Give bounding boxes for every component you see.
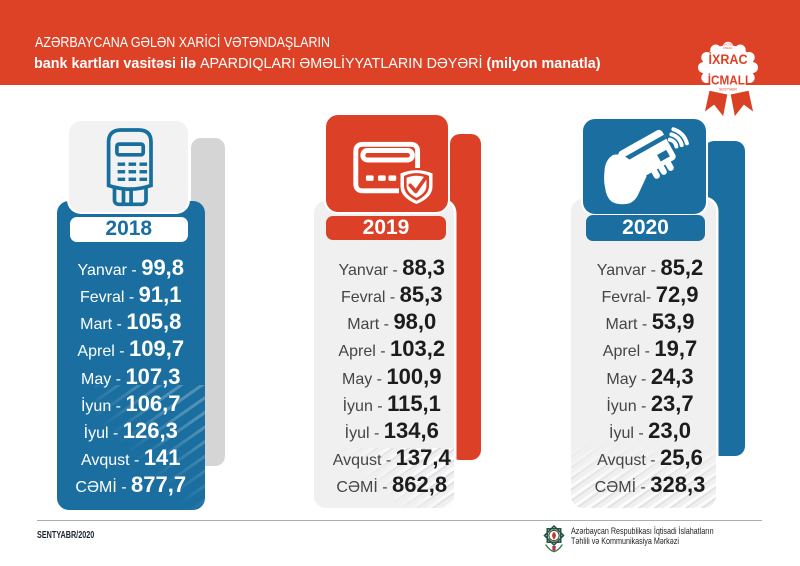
svg-text:İXRAC: İXRAC xyxy=(723,45,733,50)
svg-text:SENTYABR: SENTYABR xyxy=(718,87,737,91)
svg-text:İXRAC: İXRAC xyxy=(708,51,747,68)
svg-text:İCMALI: İCMALI xyxy=(707,73,748,88)
svg-text:2020-Cİ İLDƏ: 2020-Cİ İLDƏ xyxy=(718,42,737,47)
